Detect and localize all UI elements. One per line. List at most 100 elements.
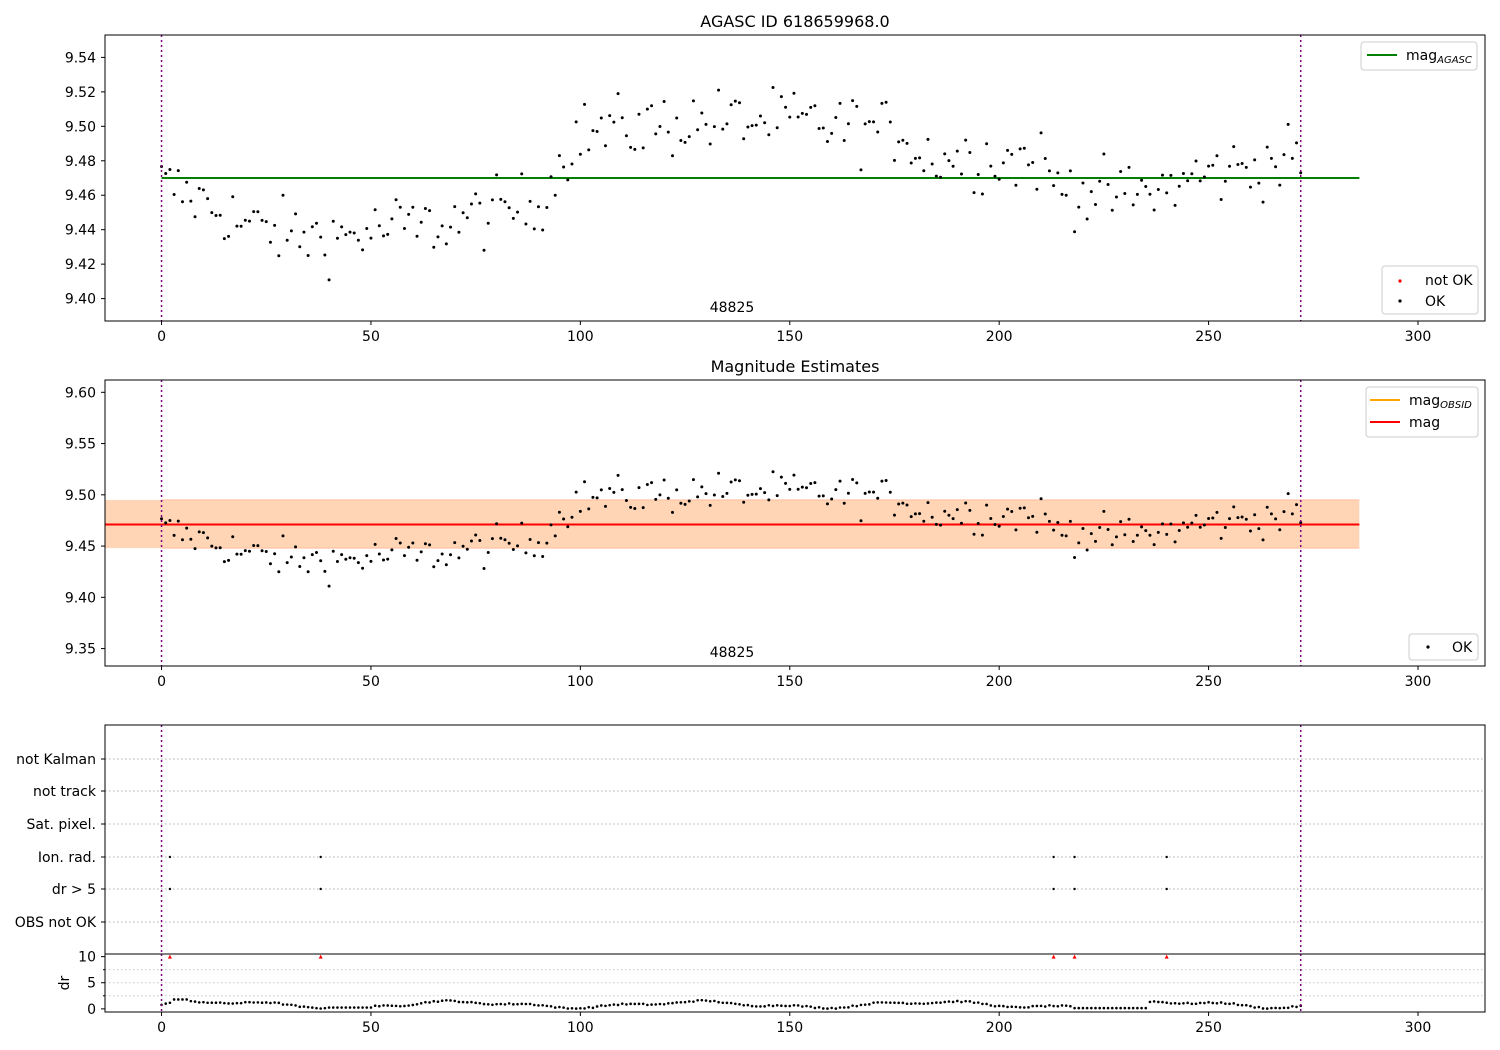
ok-point (1186, 525, 1190, 529)
ok-point (645, 107, 649, 111)
ok-point (398, 205, 402, 209)
ok-point (436, 235, 440, 239)
ok-point (805, 112, 809, 116)
ok-point (532, 554, 536, 558)
ok-point (796, 115, 800, 119)
agasc-xtick-label: 0 (157, 329, 166, 345)
ok-point (185, 180, 189, 184)
ok-point (934, 174, 938, 178)
ok-point (683, 140, 687, 144)
ok-point (168, 168, 172, 172)
dr-point (1157, 1000, 1160, 1004)
dr-point (667, 1002, 670, 1005)
dr-point (771, 1004, 775, 1008)
ok-point (549, 523, 553, 527)
dr-point (872, 1001, 875, 1004)
ok-point (595, 129, 599, 133)
ok-point (796, 487, 800, 491)
ok-point (528, 538, 532, 542)
dr-point (1169, 1002, 1173, 1005)
ok-point (892, 158, 896, 162)
agasc-ytick-label: 9.50 (65, 119, 96, 135)
ok-point (1152, 208, 1156, 212)
agasc-panel: AGASC ID 618659968.0 48825 0 50 100 150 200 2… (65, 12, 1486, 345)
ok-point (809, 482, 813, 486)
ok-point (432, 245, 436, 249)
ok-point (1165, 532, 1169, 536)
ok-point (725, 491, 729, 495)
ok-point (742, 137, 746, 141)
dr-point (687, 1000, 691, 1003)
ok-point (842, 138, 846, 142)
ok-point (717, 88, 721, 92)
ok-point (499, 197, 503, 201)
ok-point (1274, 165, 1278, 169)
ok-point (231, 195, 235, 199)
dr-point (264, 1001, 268, 1004)
ok-point (599, 116, 603, 120)
dr-point (512, 1003, 515, 1006)
ok-point (779, 95, 783, 99)
ok-point (892, 513, 896, 517)
ok-point (670, 154, 674, 158)
dr-point (1194, 1002, 1198, 1006)
ok-point (185, 526, 189, 530)
dr-point (905, 1002, 909, 1006)
dr-point (972, 1001, 976, 1005)
dr-point (1148, 1000, 1152, 1004)
dr-point (1240, 1003, 1244, 1007)
ok-point (758, 114, 762, 118)
ok-point (1295, 141, 1299, 145)
ok-point (1261, 538, 1265, 542)
dr-point (432, 999, 436, 1003)
ok-point (704, 122, 708, 126)
ok-point (1278, 183, 1282, 187)
dr-point (1039, 1004, 1043, 1008)
ok-point (754, 123, 758, 127)
ok-point (457, 230, 461, 234)
ok-point (1056, 520, 1060, 524)
dr-point (976, 1001, 980, 1004)
ok-point (817, 127, 821, 131)
dr-point (1203, 1001, 1206, 1005)
dr-point (809, 1005, 813, 1008)
ok-point (1119, 169, 1123, 173)
ok-point (767, 498, 771, 502)
ok-point (1165, 191, 1169, 195)
ok-point (1156, 530, 1160, 534)
dr-point (445, 998, 448, 1002)
ok-point (449, 553, 453, 557)
ok-point (268, 562, 272, 566)
dr-point (256, 1001, 260, 1004)
dr-point (579, 1006, 582, 1010)
dr-point (537, 1004, 540, 1007)
ok-point (549, 175, 553, 179)
ok-point (1207, 516, 1211, 520)
ok-point (763, 121, 767, 125)
dr-point (520, 1002, 524, 1006)
dr-point (1152, 1000, 1156, 1003)
ok-point (1018, 506, 1022, 510)
ok-point (256, 544, 260, 548)
dr-point (796, 1004, 800, 1007)
ok-point (679, 501, 683, 505)
dr-point (1211, 1001, 1215, 1005)
ok-point (742, 500, 746, 504)
ok-point (1127, 165, 1131, 169)
ok-point (763, 491, 767, 495)
ok-point (294, 212, 298, 216)
dr-point (1291, 1005, 1294, 1008)
ok-point (306, 570, 310, 574)
ok-point (1253, 513, 1257, 517)
dr-point (1144, 1006, 1148, 1010)
ok-point (1068, 519, 1072, 523)
ok-point (201, 531, 205, 535)
ok-point (746, 493, 750, 497)
dr-point (197, 1001, 201, 1004)
dr-xtick-label: 200 (986, 1020, 1013, 1036)
ok-point (880, 479, 884, 483)
ok-point (541, 228, 545, 232)
ok-point (1110, 208, 1114, 212)
ok-point (440, 224, 444, 228)
ok-point (516, 544, 520, 548)
